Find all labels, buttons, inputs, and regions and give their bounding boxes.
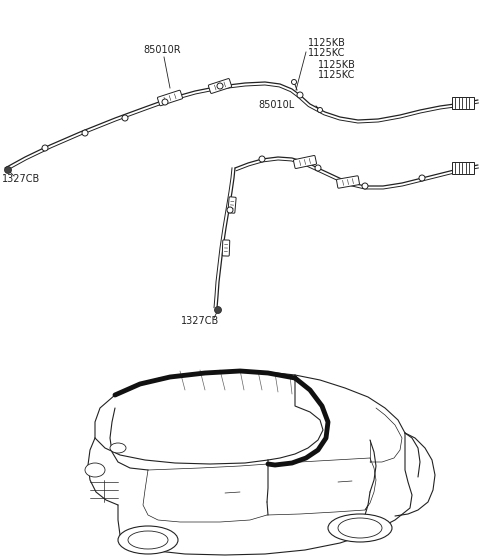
Circle shape	[4, 167, 12, 173]
Circle shape	[215, 306, 221, 314]
Text: 1125KB: 1125KB	[318, 60, 356, 70]
Circle shape	[82, 130, 88, 136]
FancyBboxPatch shape	[222, 240, 230, 256]
Circle shape	[227, 207, 233, 213]
Ellipse shape	[328, 514, 392, 542]
Text: 85010L: 85010L	[258, 100, 294, 110]
Circle shape	[317, 107, 323, 112]
Circle shape	[217, 83, 223, 89]
Circle shape	[362, 183, 368, 189]
Circle shape	[122, 115, 128, 121]
Circle shape	[291, 79, 297, 84]
Text: 1125KB: 1125KB	[308, 38, 346, 48]
Ellipse shape	[85, 463, 105, 477]
Text: 1327CB: 1327CB	[181, 316, 219, 326]
Circle shape	[259, 156, 265, 162]
Ellipse shape	[338, 518, 382, 538]
FancyBboxPatch shape	[293, 155, 316, 168]
Circle shape	[162, 99, 168, 105]
FancyBboxPatch shape	[228, 197, 236, 213]
Bar	[452, 97, 474, 109]
Circle shape	[315, 165, 321, 171]
Ellipse shape	[110, 443, 126, 453]
Ellipse shape	[128, 531, 168, 549]
FancyBboxPatch shape	[208, 79, 232, 93]
Text: 85010R: 85010R	[143, 45, 181, 55]
Circle shape	[42, 145, 48, 151]
Text: 1125KC: 1125KC	[318, 70, 355, 80]
Text: 1327CB: 1327CB	[2, 174, 40, 184]
Text: 1125KC: 1125KC	[308, 48, 346, 58]
Bar	[452, 162, 474, 174]
Ellipse shape	[118, 526, 178, 554]
Circle shape	[419, 175, 425, 181]
Circle shape	[297, 92, 303, 98]
FancyBboxPatch shape	[336, 176, 360, 188]
FancyBboxPatch shape	[157, 90, 182, 106]
